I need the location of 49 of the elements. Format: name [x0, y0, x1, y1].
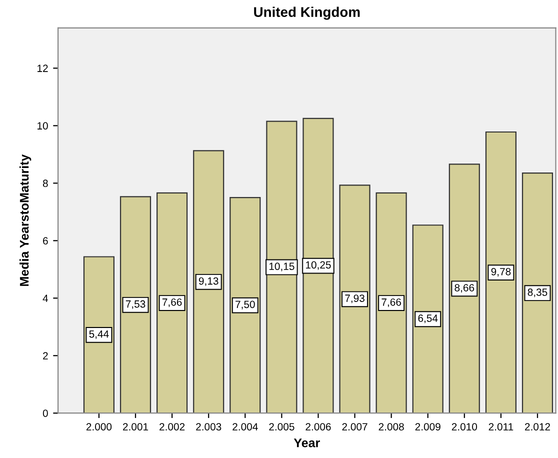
bar [412, 224, 444, 414]
x-tick-label: 2.003 [196, 423, 222, 430]
bar [120, 196, 152, 414]
y-tick-label: 10 [38, 122, 48, 130]
data-label: 7,93 [345, 294, 364, 304]
data-label: 7,66 [162, 298, 182, 308]
x-tick-label: 2.001 [123, 423, 148, 430]
y-tick-label: 6 [43, 237, 48, 245]
y-tick-label: 0 [42, 410, 48, 417]
y-tick-label: 2 [43, 352, 48, 360]
data-label: 9,78 [491, 268, 511, 277]
bar [376, 192, 407, 414]
x-tick-label: 2.008 [378, 423, 404, 430]
x-tick-label: 2.011 [488, 423, 514, 430]
bar [302, 118, 334, 414]
data-label: 9,13 [198, 277, 218, 286]
bar [339, 184, 370, 414]
data-label: 7,66 [382, 298, 401, 308]
y-tick-label: 8 [42, 180, 48, 188]
x-tick-label: 2.005 [269, 423, 294, 430]
data-label: 8,35 [528, 288, 548, 298]
bar [448, 164, 480, 414]
chart-title: United Kingdom [254, 6, 360, 20]
bar [485, 131, 516, 414]
bar [156, 192, 188, 414]
y-tick-label: 12 [38, 64, 48, 72]
bar [83, 256, 114, 414]
data-label: 6,54 [418, 314, 438, 324]
data-label: 10,25 [306, 261, 331, 270]
data-label: 7,50 [236, 300, 255, 310]
x-tick-label: 2.000 [86, 423, 112, 430]
bar [230, 196, 261, 414]
bar [266, 120, 298, 414]
x-tick-label: 2.007 [342, 423, 368, 430]
x-axis-title: Year [294, 438, 320, 448]
bar [522, 172, 554, 414]
x-tick-label: 2.012 [524, 423, 550, 430]
x-tick-label: 2.002 [160, 423, 185, 430]
data-label: 8,66 [454, 284, 474, 293]
x-tick-label: 2.009 [415, 423, 440, 430]
data-label: 7,53 [126, 300, 146, 309]
data-label: 5,44 [89, 330, 109, 339]
x-tick-label: 2.010 [452, 423, 478, 430]
y-tick-label: 4 [42, 294, 48, 302]
bar [193, 150, 224, 414]
data-label: 10,15 [269, 262, 294, 272]
y-axis-title: Media YearstoMaturity [20, 154, 32, 286]
x-tick-label: 2.006 [306, 423, 331, 430]
x-tick-label: 2.004 [232, 423, 258, 430]
